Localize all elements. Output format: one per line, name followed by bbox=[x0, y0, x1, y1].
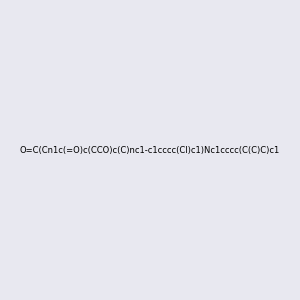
Text: O=C(Cn1c(=O)c(CCO)c(C)nc1-c1cccc(Cl)c1)Nc1cccc(C(C)C)c1: O=C(Cn1c(=O)c(CCO)c(C)nc1-c1cccc(Cl)c1)N… bbox=[20, 146, 280, 154]
